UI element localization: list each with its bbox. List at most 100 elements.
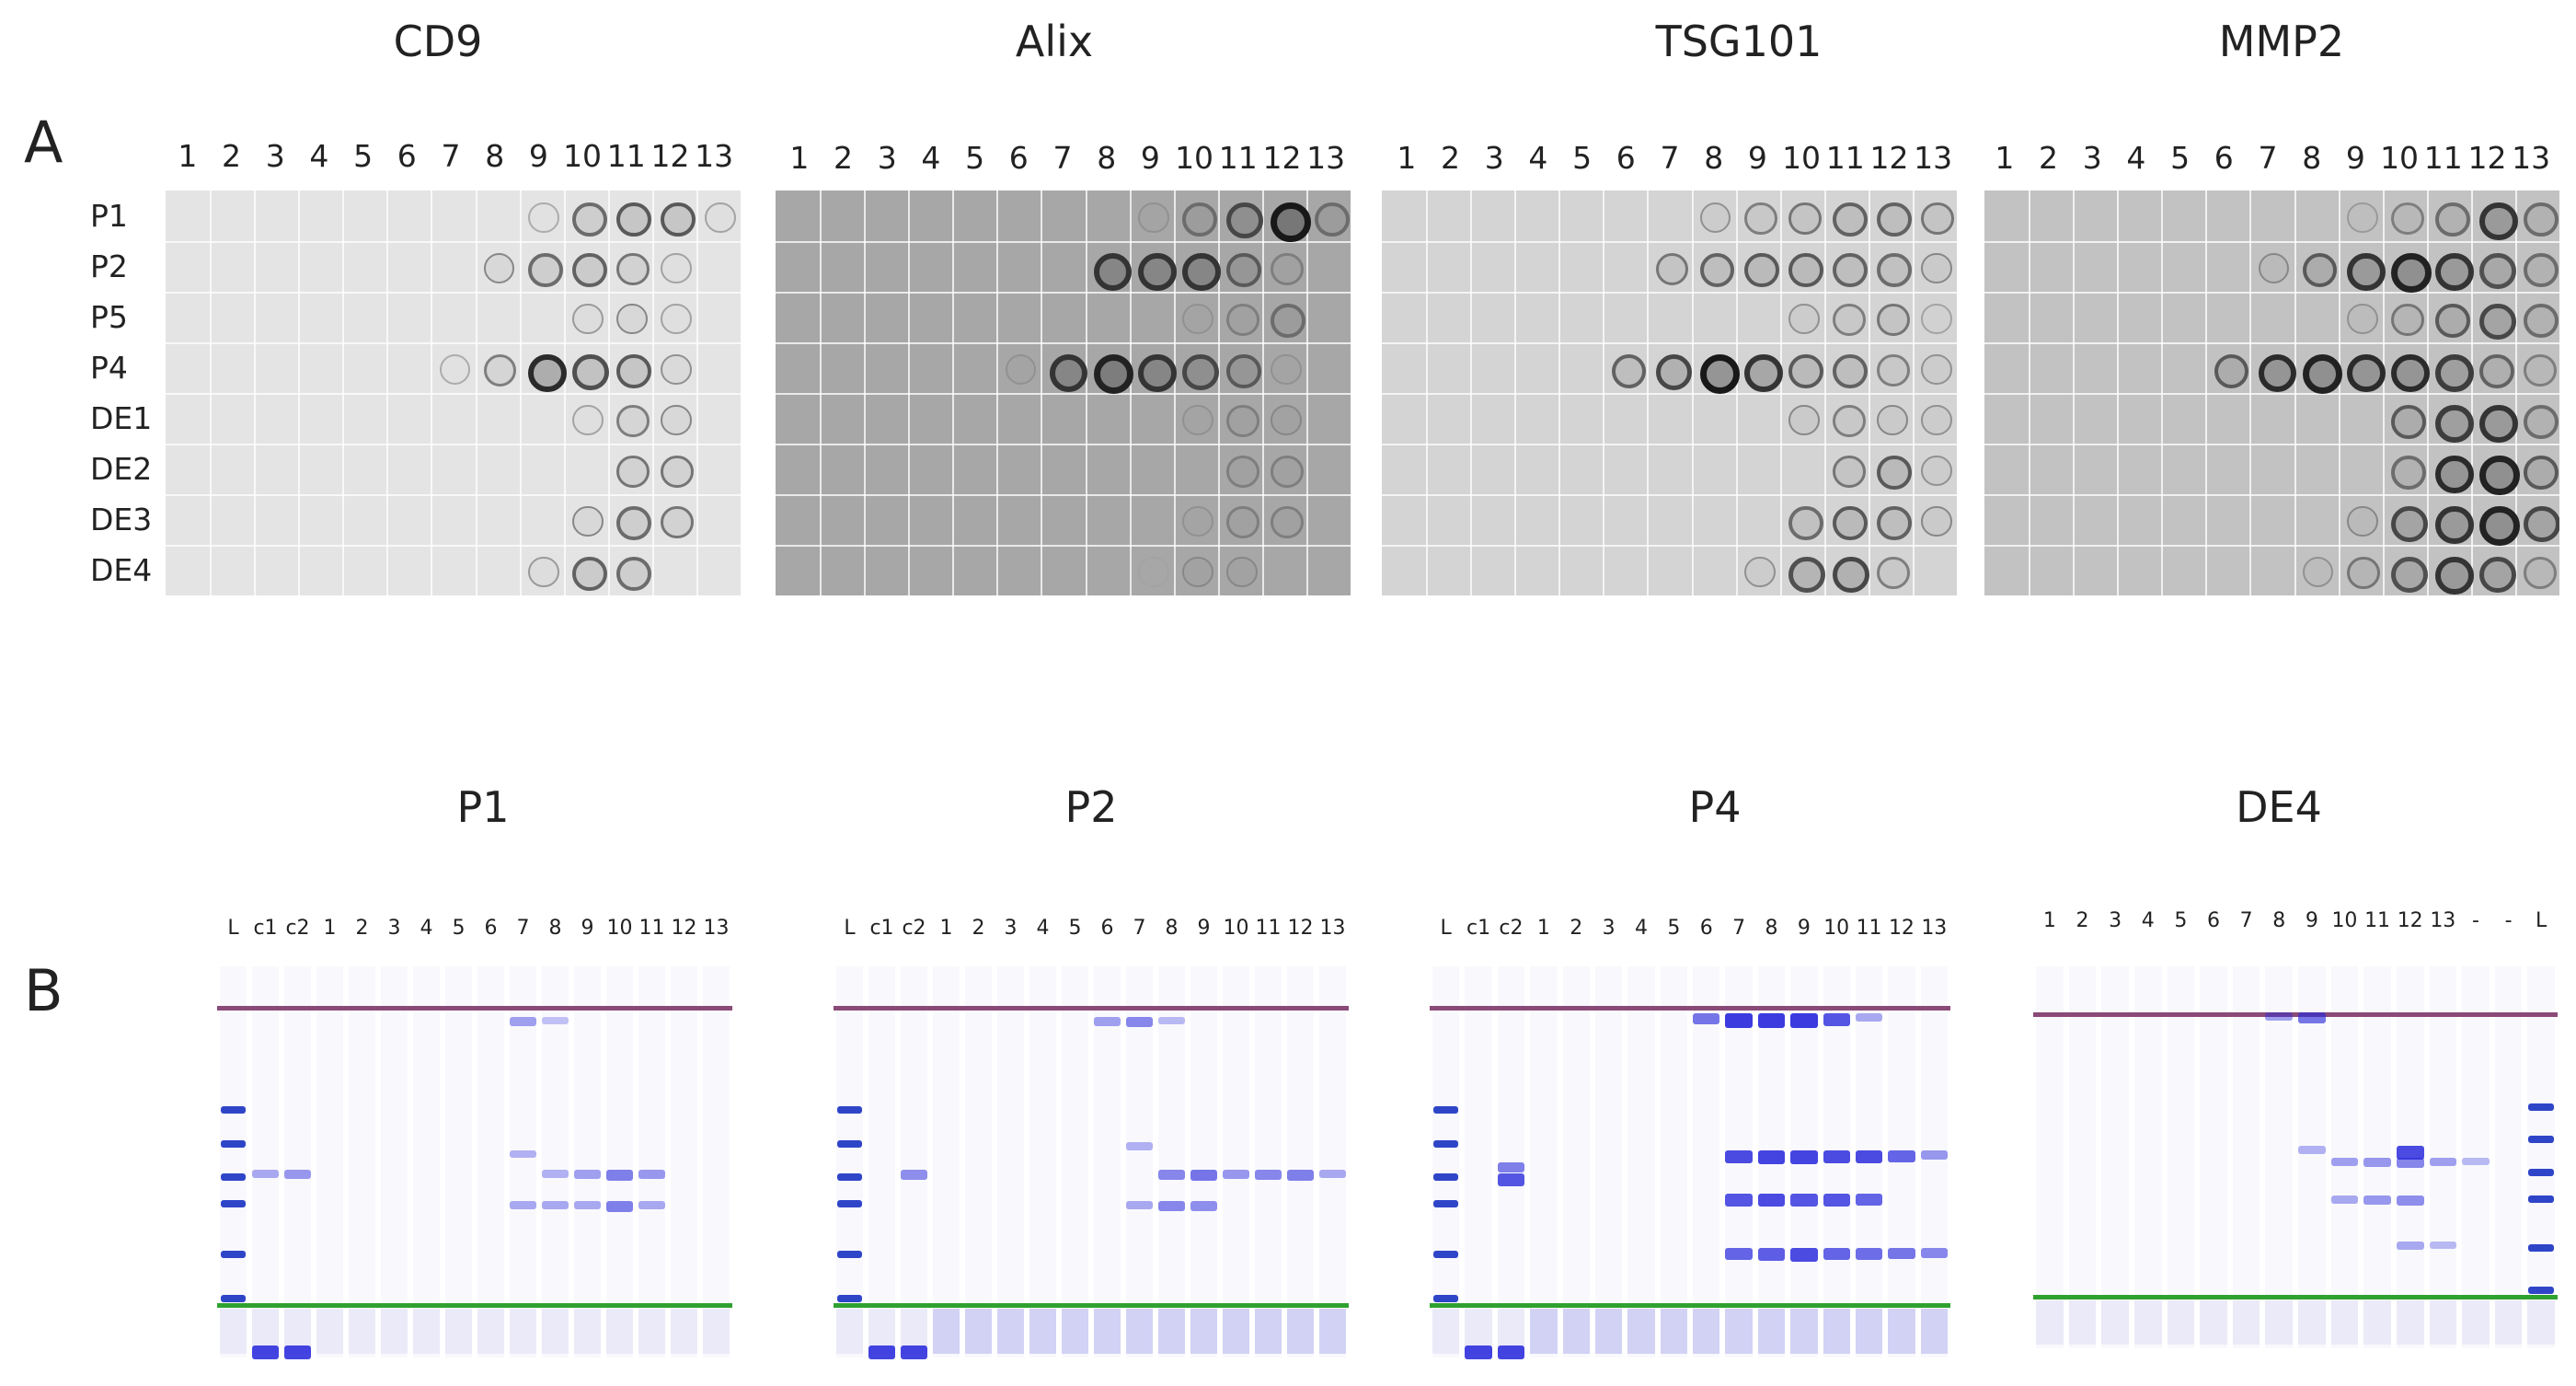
dot-blot-spot bbox=[483, 252, 515, 284]
dot-blot-spot bbox=[1093, 353, 1134, 395]
dot-blot-spot bbox=[1225, 556, 1258, 588]
gel-lane bbox=[1255, 966, 1282, 1357]
dot-blot-spot bbox=[1743, 556, 1776, 588]
gel-lane bbox=[997, 966, 1024, 1357]
blot-column-numbers-tsg101: 1 2 3 4 5 6 7 8 9 10 11 12 13 bbox=[1385, 140, 1955, 177]
gel-lane bbox=[2429, 966, 2457, 1348]
gel-lane bbox=[671, 966, 697, 1357]
lower-marker-line bbox=[834, 1302, 1349, 1308]
gel-bottom-smear bbox=[2363, 1299, 2391, 1345]
lower-marker-line bbox=[217, 1302, 732, 1308]
dot-blot-spot bbox=[527, 556, 559, 588]
gel-lane-label: 9 bbox=[2305, 909, 2318, 932]
gel-lane-label: L bbox=[1440, 917, 1452, 940]
gel-bottom-smear bbox=[381, 1308, 408, 1354]
gel-lane-label: 7 bbox=[1732, 917, 1746, 940]
blot-row-label: P4 bbox=[90, 349, 128, 386]
dot-blot-spot bbox=[660, 404, 692, 436]
dot-blot-spot bbox=[1270, 303, 1305, 339]
dot-blot-spot bbox=[615, 556, 651, 592]
gel-band bbox=[638, 1170, 665, 1179]
gel-bottom-smear bbox=[1594, 1308, 1623, 1354]
membrane-grid-line bbox=[776, 444, 1351, 445]
membrane-grid-line bbox=[1984, 241, 2559, 243]
dot-blot-spot bbox=[2346, 556, 2380, 590]
dot-blot-spot bbox=[615, 505, 651, 541]
blot-column-number: 7 bbox=[2258, 140, 2278, 176]
dot-blot-spot bbox=[1270, 404, 1302, 436]
membrane-grid-line bbox=[1984, 494, 2559, 496]
gel-lane bbox=[2068, 966, 2097, 1348]
gel-lane bbox=[316, 966, 343, 1357]
gel-image-p4 bbox=[1430, 911, 1950, 1360]
dot-blot-spot bbox=[1181, 556, 1213, 588]
gel-lane-label: 9 bbox=[1797, 917, 1811, 940]
gel-lane-label: 9 bbox=[1197, 917, 1211, 940]
blot-column-number: 10 bbox=[2380, 140, 2420, 176]
gel-lane bbox=[1530, 966, 1558, 1357]
gel-bottom-smear bbox=[2167, 1299, 2195, 1345]
gel-band bbox=[1823, 1248, 1850, 1260]
gel-band bbox=[901, 1170, 927, 1180]
gel-lane bbox=[2200, 966, 2227, 1348]
dot-blot-spot bbox=[2478, 252, 2516, 290]
blot-row-label: DE2 bbox=[90, 450, 153, 487]
gel-lane bbox=[2167, 966, 2195, 1348]
gel-lane-label: 13 bbox=[703, 917, 730, 940]
blot-column-number: 6 bbox=[2214, 140, 2234, 176]
blot-row-label: DE1 bbox=[90, 399, 153, 436]
gel-bottom-smear bbox=[1432, 1308, 1460, 1354]
dot-blot-spot bbox=[615, 404, 650, 438]
gel-lane-labels-de4: 1 2 3 4 5 6 7 8 9 10 11 12 13- - L bbox=[2033, 909, 2558, 937]
gel-band bbox=[1757, 1248, 1786, 1261]
dot-blot-spot bbox=[1876, 353, 1910, 387]
gel-image-p1 bbox=[217, 911, 732, 1360]
ladder-band bbox=[1433, 1106, 1459, 1115]
gel-lane bbox=[1920, 966, 1948, 1357]
dot-blot-spot bbox=[2214, 353, 2249, 389]
gel-lane-label: 2 bbox=[355, 917, 369, 940]
dot-blot-spot bbox=[2524, 202, 2559, 237]
dot-blot-spot bbox=[2390, 556, 2428, 594]
gel-lane bbox=[1190, 966, 1217, 1357]
dot-blot-spot bbox=[1832, 202, 1868, 237]
gel-lane bbox=[252, 966, 279, 1357]
blot-column-number: 5 bbox=[2170, 140, 2191, 176]
gel-bottom-smear bbox=[2298, 1299, 2326, 1345]
gel-bottom-smear bbox=[2429, 1299, 2457, 1345]
upper-marker-line bbox=[217, 1005, 732, 1011]
upper-marker-line bbox=[2033, 1011, 2558, 1017]
blot-column-number: 11 bbox=[1218, 140, 1258, 176]
gel-lane-label: 2 bbox=[972, 917, 985, 940]
dot-blot-spot bbox=[2434, 202, 2470, 237]
gel-bottom-smear bbox=[1255, 1308, 1282, 1354]
gel-lane bbox=[284, 966, 311, 1357]
dot-blot-spot bbox=[2390, 303, 2424, 337]
dot-blot-spot bbox=[1699, 353, 1741, 395]
gel-lane-label: c1 bbox=[1466, 917, 1491, 940]
dot-blot-spot bbox=[1137, 252, 1177, 292]
dot-blot-spot bbox=[1699, 202, 1731, 234]
gel-title-p4: P4 bbox=[1688, 782, 1742, 832]
gel-band bbox=[1855, 1193, 1883, 1206]
gel-lane-label: 1 bbox=[323, 917, 337, 940]
gel-band bbox=[1725, 1013, 1753, 1028]
gel-lane-label: c2 bbox=[902, 917, 926, 940]
gel-lane bbox=[413, 966, 440, 1357]
gel-band bbox=[1855, 1013, 1883, 1022]
lower-marker-line bbox=[1430, 1302, 1950, 1308]
gel-bottom-smear bbox=[574, 1308, 601, 1354]
dot-blot-spot bbox=[2258, 353, 2297, 393]
gel-band bbox=[1823, 1013, 1850, 1026]
gel-bottom-smear bbox=[1823, 1308, 1850, 1354]
dot-blot-spot bbox=[1270, 202, 1311, 243]
upper-marker-line bbox=[834, 1005, 1349, 1011]
membrane-grid-line bbox=[1984, 393, 2559, 395]
gel-bottom-smear bbox=[965, 1308, 992, 1354]
blot-column-numbers-mmp2: 1 2 3 4 5 6 7 8 9 10 11 12 13 bbox=[1983, 140, 2553, 177]
gel-image-p2 bbox=[834, 911, 1349, 1360]
gel-band bbox=[2298, 1146, 2326, 1154]
gel-lane-label: 4 bbox=[1036, 917, 1050, 940]
membrane-grid-line bbox=[776, 545, 1351, 547]
